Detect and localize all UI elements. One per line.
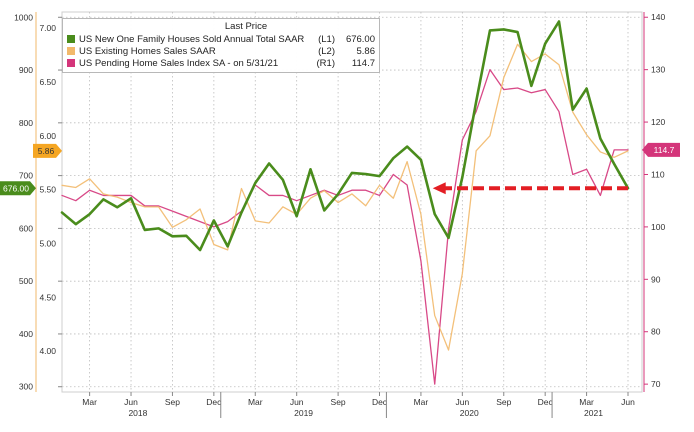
x-year-label: 2021	[584, 408, 603, 418]
value-tags: 5.86 676.00 114.7	[0, 142, 680, 196]
value-tag	[33, 143, 62, 158]
y-left-tick-label: 500	[19, 276, 33, 286]
y-right-tick-label: 90	[651, 274, 661, 284]
x-tick-label: Dec	[372, 397, 388, 407]
value-tag-label: 114.7	[654, 145, 675, 155]
legend-axis: (L1)	[318, 33, 335, 45]
legend-swatch	[67, 47, 75, 55]
x-tick-label: Jun	[290, 397, 304, 407]
x-year-label: 2020	[460, 408, 479, 418]
legend-value: 5.86	[356, 45, 376, 57]
y-left2-tick-label: 4.50	[39, 292, 56, 302]
annotation-arrowhead	[432, 182, 446, 195]
value-tag	[642, 142, 680, 157]
value-tag	[0, 181, 36, 196]
x-year-label: 2018	[128, 408, 147, 418]
x-tick-label: Mar	[248, 397, 263, 407]
x-tick-label: Dec	[206, 397, 222, 407]
legend-swatch	[67, 35, 75, 43]
x-tick-label: Mar	[82, 397, 97, 407]
y-right-tick-label: 110	[651, 169, 665, 179]
x-tick-label: Sep	[496, 397, 511, 407]
series-lines	[60, 20, 630, 385]
value-tag-label: 676.00	[3, 183, 29, 193]
y-left-tick-label: 600	[19, 223, 33, 233]
y-right-tick-label: 100	[651, 222, 665, 232]
y-left2-tick-label: 5.00	[39, 238, 56, 248]
x-year-label: 2019	[294, 408, 313, 418]
plot-frame	[61, 11, 643, 393]
y-left-tick-label: 900	[19, 65, 33, 75]
y-left-tick-label: 700	[19, 171, 33, 181]
legend-header: Last Price	[224, 21, 268, 32]
y-left-tick-label: 800	[19, 118, 33, 128]
x-tick-label: Jun	[621, 397, 635, 407]
y-left-tick-label: 1000	[14, 12, 33, 22]
x-tick-label: Jun	[455, 397, 469, 407]
legend: Last Price US New One Family Houses Sold…	[62, 18, 380, 73]
y-left2-tick-label: 4.00	[39, 346, 56, 356]
y-left2-tick-label: 6.00	[39, 131, 56, 141]
series-line	[60, 20, 630, 252]
y-left2-tick-label: 6.50	[39, 77, 56, 87]
legend-value: 676.00	[345, 33, 375, 45]
y-left-tick-label: 300	[19, 382, 33, 392]
y-right-tick-label: 70	[651, 379, 661, 389]
x-tick-label: Sep	[165, 397, 180, 407]
x-tick-label: Dec	[538, 397, 554, 407]
y-right-tick-label: 120	[651, 117, 665, 127]
x-tick-label: Jun	[124, 397, 138, 407]
x-tick-label: Sep	[331, 397, 346, 407]
y-right-tick-label: 130	[651, 65, 665, 75]
y-right-tick-label: 140	[651, 12, 665, 22]
axes: Mar Jun Sep Dec Mar Jun Sep Dec Mar Jun Sep Dec Mar J…	[14, 12, 665, 418]
legend-entry: US Pending Home Sales Index SA - on 5/31…	[67, 57, 375, 69]
legend-entry: US Existing Homes Sales SAAR (L2) 5.86	[67, 45, 375, 57]
y-left-tick-label: 400	[19, 329, 33, 339]
legend-name: US New One Family Houses Sold Annual Tot…	[79, 33, 305, 45]
legend-name: US Existing Homes Sales SAAR	[79, 45, 216, 57]
value-tag-label: 5.86	[38, 146, 55, 156]
legend-value: 114.7	[351, 57, 375, 69]
legend-axis: (R1)	[316, 57, 335, 69]
legend-entry: US New One Family Houses Sold Annual Tot…	[67, 33, 375, 45]
legend-name: US Pending Home Sales Index SA - on 5/31…	[79, 57, 279, 69]
annotation-arrow	[432, 182, 628, 195]
legend-swatch	[67, 59, 75, 67]
x-tick-label: Mar	[414, 397, 429, 407]
legend-axis: (L2)	[318, 45, 335, 57]
series-line	[61, 43, 629, 351]
x-tick-label: Mar	[579, 397, 594, 407]
y-left2-tick-label: 7.00	[39, 23, 56, 33]
y-left2-tick-label: 5.50	[39, 185, 56, 195]
y-right-tick-label: 80	[651, 327, 661, 337]
series-line	[61, 69, 629, 385]
